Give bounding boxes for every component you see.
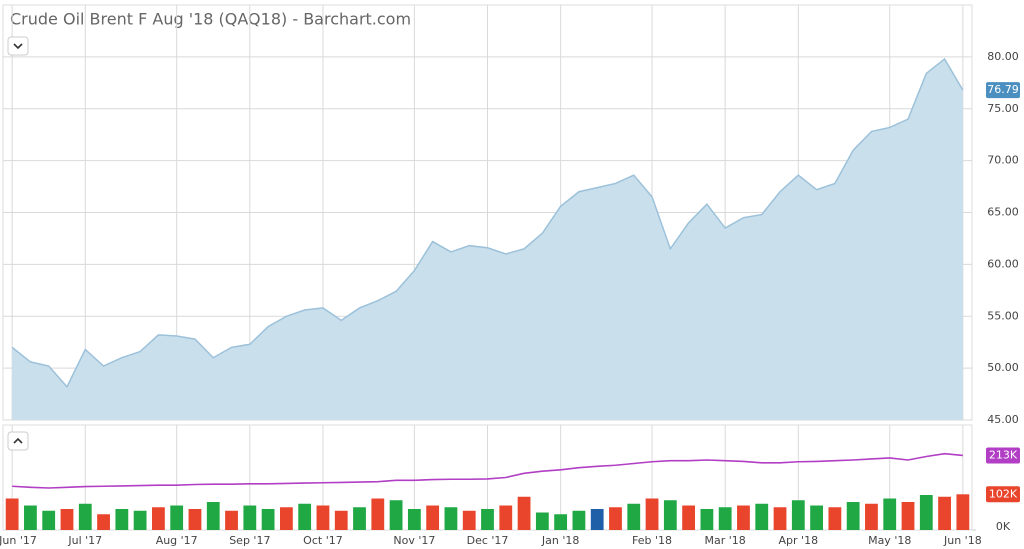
volume-bar <box>298 503 312 530</box>
value-tag <box>986 82 1020 99</box>
value-tag <box>986 486 1020 503</box>
volume-bar <box>206 502 220 530</box>
y-tick-label: 55.00 <box>987 309 1019 322</box>
volume-bar <box>407 509 421 530</box>
volume-bar <box>389 500 403 530</box>
volume-bar <box>462 510 476 530</box>
volume-bar <box>152 507 165 530</box>
volume-bar <box>700 509 714 530</box>
x-tick-label: Mar '18 <box>705 534 746 547</box>
x-tick-label: Jun '17 <box>0 534 37 547</box>
volume-bar <box>956 494 970 530</box>
x-tick-label: Nov '17 <box>393 534 435 547</box>
x-tick-label: Jan '18 <box>541 534 579 547</box>
volume-bar <box>919 495 933 530</box>
volume-bar <box>554 514 568 530</box>
volume-bar <box>846 502 860 530</box>
area-fill <box>12 58 963 420</box>
x-tick-label: Aug '17 <box>156 534 198 547</box>
volume-bar <box>334 510 348 530</box>
y-tick-label: 50.00 <box>987 361 1019 374</box>
volume-bar <box>97 514 110 530</box>
volume-bar <box>755 503 769 530</box>
y-tick-label: 75.00 <box>987 102 1019 115</box>
price-line <box>11 57 964 389</box>
volume-bar <box>609 507 622 530</box>
plot: 45.00 50.00 55.00 60.00 65.00 70.00 75.00 80.00… <box>0 5 1020 547</box>
volume-bar <box>645 498 659 530</box>
volume-bar <box>426 505 440 530</box>
x-tick-label: Dec '17 <box>467 534 509 547</box>
volume-bar <box>590 509 604 530</box>
y-tick-label: 70.00 <box>987 154 1019 167</box>
volume-bar <box>115 509 129 530</box>
volume-bar <box>901 502 915 530</box>
volume-bar <box>188 509 202 530</box>
y-tick-label: 80.00 <box>987 50 1019 63</box>
y-tick-label: 65.00 <box>987 206 1019 219</box>
value-tag <box>986 447 1020 464</box>
volume-bar <box>261 509 275 530</box>
volume-bar <box>517 496 531 530</box>
volume-bar <box>444 507 458 530</box>
volume-bar <box>481 509 494 530</box>
volume-bar <box>718 507 732 530</box>
volume-bar <box>353 507 366 530</box>
x-tick-label: Apr '18 <box>779 534 819 547</box>
open-interest-line <box>12 452 963 489</box>
y-tick-label: 0K <box>996 520 1011 533</box>
chart-title: Crude Oil Brent F Aug '18 (QAQ18) - Barc… <box>10 10 411 29</box>
volume-bar <box>682 505 696 530</box>
volume-bar <box>865 503 878 530</box>
x-tick-label: Feb '18 <box>632 534 672 547</box>
x-tick-label: May '18 <box>868 534 911 547</box>
y-tick-label: 60.00 <box>987 257 1019 270</box>
volume-bar <box>938 496 951 530</box>
volume-bar <box>499 505 513 530</box>
x-tick-label: Oct '17 <box>303 534 343 547</box>
value-tag-label: 76.79 <box>987 83 1019 96</box>
volume-bar <box>316 505 330 530</box>
volume-bar <box>371 498 385 530</box>
value-tag-label: 102K <box>989 487 1018 500</box>
volume-bar <box>170 505 184 530</box>
volume-bar <box>773 507 787 530</box>
expand-button[interactable] <box>7 431 29 451</box>
volume-bar <box>78 503 92 530</box>
x-tick-label: Jun '18 <box>943 534 982 547</box>
volume-bar <box>883 498 897 530</box>
x-tick-label: Sep '17 <box>229 534 270 547</box>
volume-bar <box>225 510 238 530</box>
x-tick-label: Jul '17 <box>67 534 102 547</box>
volume-bar <box>133 510 147 530</box>
collapse-button[interactable] <box>7 36 29 56</box>
value-tag-label: 213K <box>989 448 1018 461</box>
volume-bar <box>791 500 805 530</box>
volume-bar <box>5 498 19 530</box>
volume-bar <box>24 505 37 530</box>
volume-bar <box>737 505 750 530</box>
y-tick-label: 45.00 <box>987 413 1019 426</box>
volume-bar <box>243 505 257 530</box>
volume-bar <box>279 507 293 530</box>
volume-bar <box>572 510 586 530</box>
volume-bar <box>627 503 641 530</box>
volume-bar <box>663 500 677 530</box>
volume-bar <box>828 507 842 530</box>
volume-bar <box>535 512 549 530</box>
volume-bar <box>42 510 56 530</box>
volume-bar <box>810 505 823 530</box>
volume-bar <box>60 509 74 530</box>
